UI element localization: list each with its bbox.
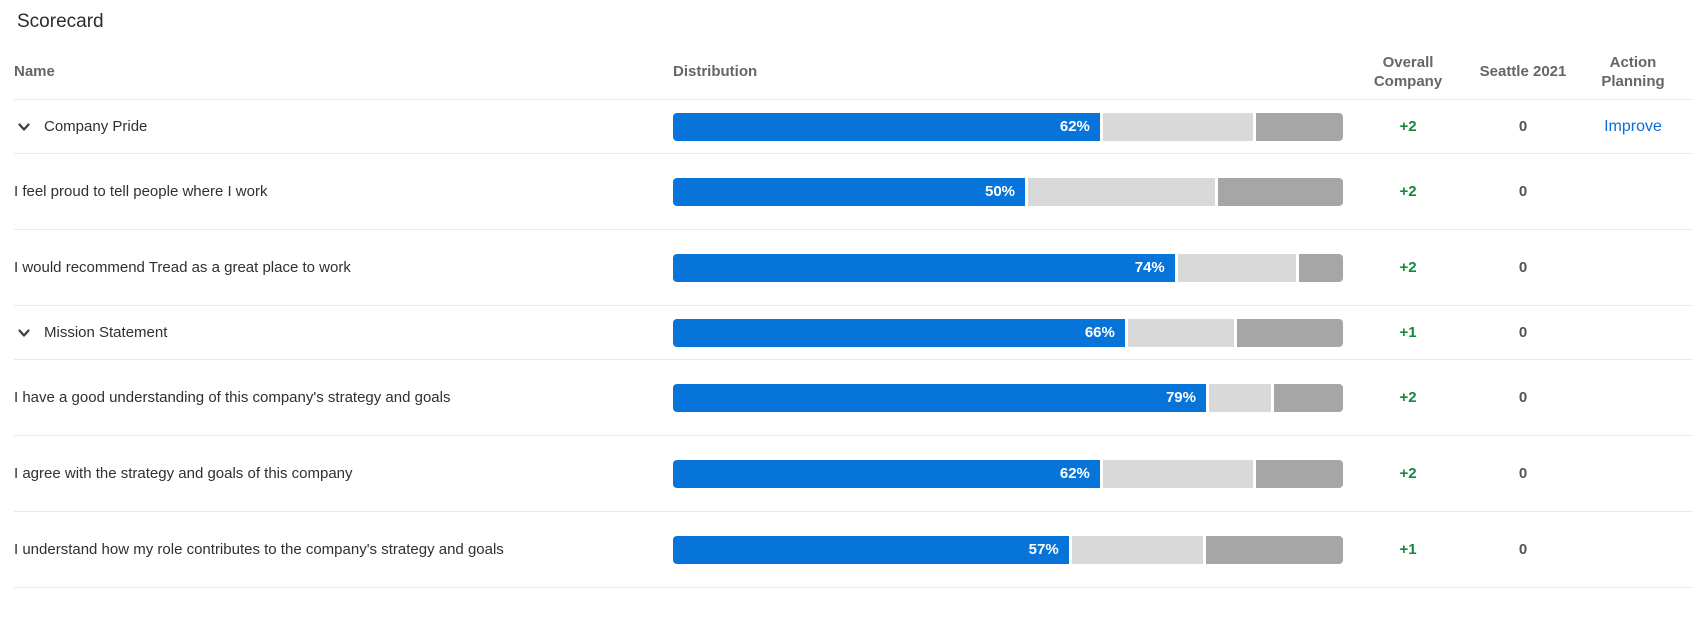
overall-value: +2 (1399, 118, 1417, 135)
bar-favorable-label: 66% (1084, 324, 1115, 341)
row-name: I understand how my role contributes to … (14, 541, 504, 558)
overall-value: +2 (1399, 389, 1417, 406)
row-name: I would recommend Tread as a great place… (14, 259, 351, 276)
bar-neutral (1102, 112, 1253, 141)
table-row: Company Pride 62% +2 0 Improve (14, 100, 1693, 154)
column-header-seattle-2021: Seattle 2021 (1479, 63, 1567, 80)
overall-value: +2 (1399, 465, 1417, 482)
row-name-cell: Company Pride (14, 118, 673, 135)
row-name-cell: I understand how my role contributes to … (14, 541, 673, 558)
bar-favorable: 50% (673, 177, 1026, 206)
column-header-overall-company: Overall Company (1373, 53, 1443, 90)
table-row: I would recommend Tread as a great place… (14, 230, 1693, 306)
bar-favorable-label: 79% (1165, 389, 1196, 406)
seattle-value: 0 (1518, 324, 1528, 341)
bar-favorable-label: 57% (1028, 541, 1059, 558)
page-title: Scorecard (17, 11, 104, 32)
bar-favorable: 57% (673, 535, 1069, 564)
row-name-cell: I agree with the strategy and goals of t… (14, 465, 673, 482)
overall-value: +2 (1399, 259, 1417, 276)
table-row: Mission Statement 66% +1 0 (14, 306, 1693, 360)
bar-favorable: 62% (673, 459, 1100, 488)
bar-unfavorable (1299, 253, 1343, 282)
row-name: I feel proud to tell people where I work (14, 183, 268, 200)
seattle-value: 0 (1518, 183, 1528, 200)
table-row: I have a good understanding of this comp… (14, 360, 1693, 436)
scorecard-rows: Company Pride 62% +2 0 Improve I feel pr… (14, 100, 1693, 588)
seattle-value: 0 (1518, 118, 1528, 135)
bar-favorable-label: 50% (984, 183, 1016, 200)
seattle-value: 0 (1518, 259, 1528, 276)
bar-unfavorable (1255, 112, 1343, 141)
bar-unfavorable (1236, 318, 1343, 347)
row-name-cell: I feel proud to tell people where I work (14, 183, 673, 200)
row-name: Company Pride (44, 118, 148, 135)
bar-neutral (1127, 318, 1234, 347)
bar-favorable: 74% (673, 253, 1175, 282)
table-header: Name Distribution Overall Company Seattl… (14, 44, 1693, 100)
row-name-cell: Mission Statement (14, 324, 673, 341)
row-name: I have a good understanding of this comp… (14, 389, 451, 406)
row-name: Mission Statement (44, 324, 168, 341)
table-row: I agree with the strategy and goals of t… (14, 436, 1693, 512)
bar-favorable: 62% (673, 112, 1100, 141)
distribution-bar: 79% (673, 383, 1343, 412)
bar-neutral (1177, 253, 1297, 282)
table-row: I feel proud to tell people where I work… (14, 154, 1693, 230)
chevron-down-icon[interactable] (17, 326, 31, 340)
bar-unfavorable (1218, 177, 1343, 206)
seattle-value: 0 (1518, 465, 1528, 482)
column-header-action-planning: Action Planning (1601, 53, 1665, 90)
distribution-bar: 62% (673, 459, 1343, 488)
bar-neutral (1102, 459, 1253, 488)
bar-favorable-label: 74% (1134, 259, 1165, 276)
distribution-bar: 66% (673, 318, 1343, 347)
chevron-down-icon[interactable] (17, 120, 31, 134)
bar-favorable: 79% (673, 383, 1206, 412)
row-name-cell: I have a good understanding of this comp… (14, 389, 673, 406)
overall-value: +1 (1399, 541, 1417, 558)
bar-favorable: 66% (673, 318, 1125, 347)
distribution-bar: 62% (673, 112, 1343, 141)
column-header-distribution: Distribution (673, 63, 758, 80)
scorecard-widget: Scorecard Name Distribution Overall Comp… (14, 11, 1693, 588)
distribution-bar: 57% (673, 535, 1343, 564)
bar-neutral (1028, 177, 1216, 206)
row-name-cell: I would recommend Tread as a great place… (14, 259, 673, 276)
bar-neutral (1208, 383, 1272, 412)
bar-favorable-label: 62% (1059, 465, 1090, 482)
column-header-name: Name (14, 63, 55, 80)
overall-value: +2 (1399, 183, 1417, 200)
bar-unfavorable (1274, 383, 1343, 412)
action-cell: Improve (1573, 118, 1693, 136)
table-row: I understand how my role contributes to … (14, 512, 1693, 588)
bar-neutral (1071, 535, 1203, 564)
row-name: I agree with the strategy and goals of t… (14, 465, 353, 482)
seattle-value: 0 (1518, 389, 1528, 406)
bar-unfavorable (1205, 535, 1343, 564)
seattle-value: 0 (1518, 541, 1528, 558)
distribution-bar: 50% (673, 177, 1343, 206)
bar-favorable-label: 62% (1059, 118, 1090, 135)
overall-value: +1 (1399, 324, 1417, 341)
bar-unfavorable (1255, 459, 1343, 488)
distribution-bar: 74% (673, 253, 1343, 282)
action-link[interactable]: Improve (1604, 117, 1662, 135)
